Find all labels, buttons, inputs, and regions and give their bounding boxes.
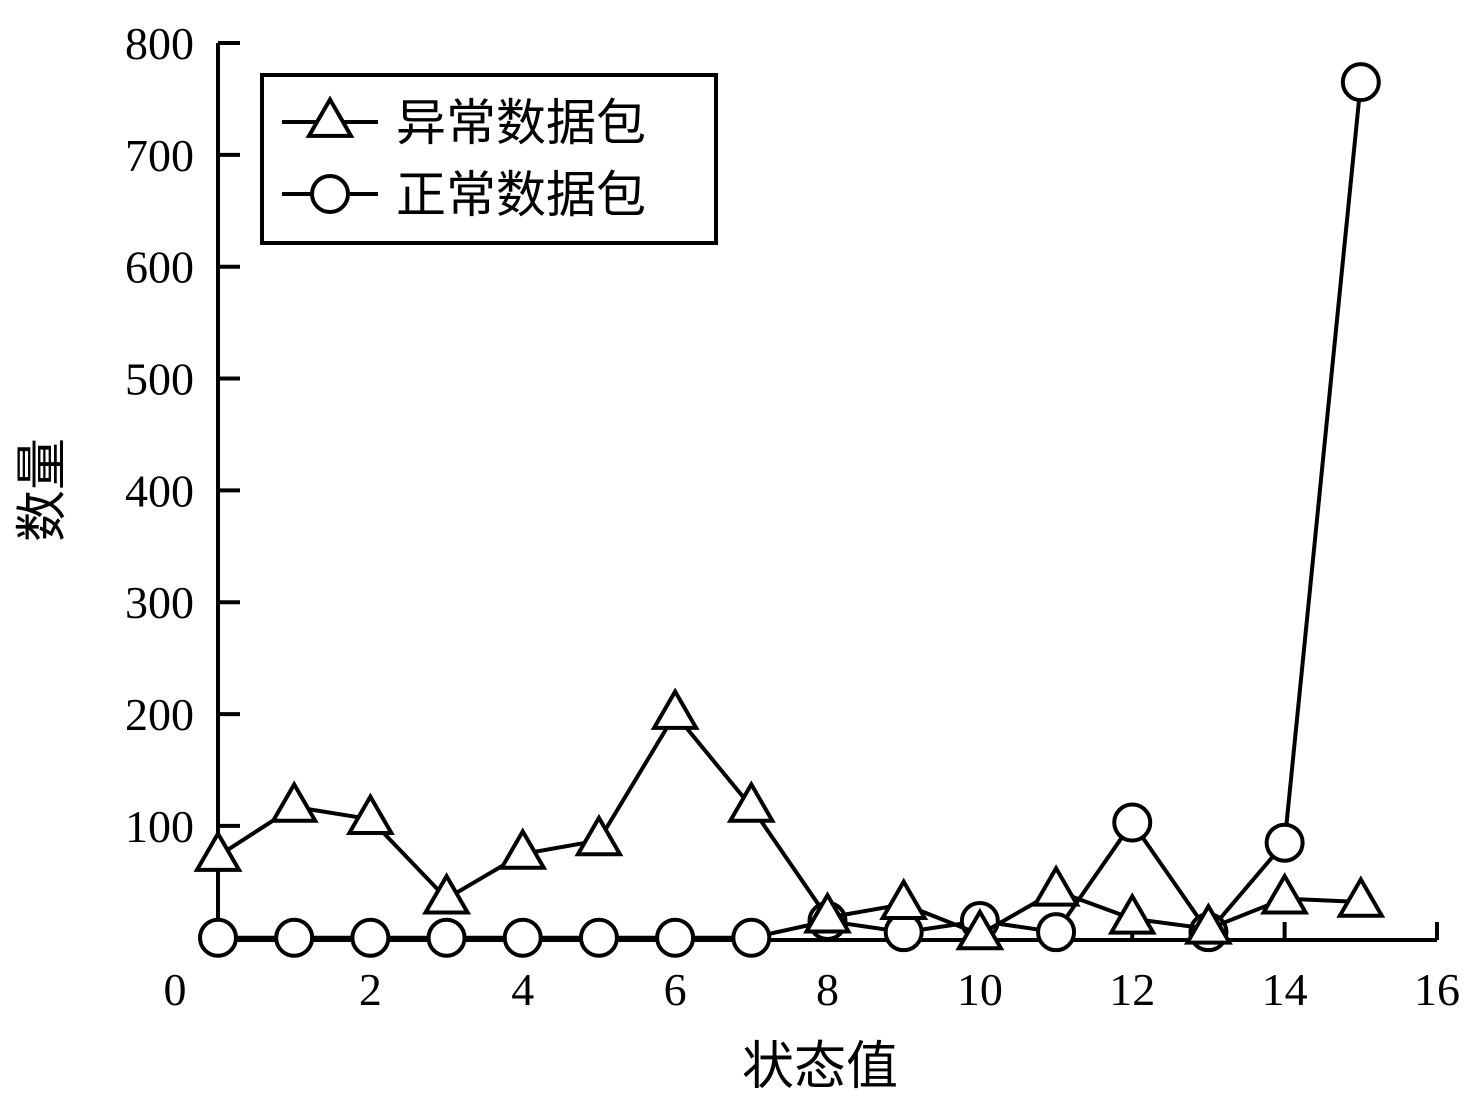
x-axis-title: 状态值	[742, 1037, 898, 1097]
x-tick-label: 10	[957, 964, 1003, 1015]
series-line	[216, 710, 1361, 937]
x-tick-label: 4	[511, 964, 534, 1015]
data-point	[1264, 822, 1305, 863]
data-point	[350, 917, 391, 958]
series-layer	[193, 62, 1386, 958]
x-tick-label: 6	[664, 964, 687, 1015]
y-axis-title: 数量	[13, 438, 73, 542]
x-tick-label: 2	[359, 964, 382, 1015]
legend-label: 正常数据包	[396, 166, 646, 224]
series-line	[218, 81, 1363, 940]
y-tick-label: 400	[125, 465, 194, 516]
legend-label: 异常数据包	[396, 94, 646, 152]
x-tick-label: 8	[816, 964, 839, 1015]
data-point	[1336, 875, 1386, 918]
legend-marker	[310, 174, 350, 214]
data-point	[731, 917, 772, 958]
data-point	[578, 917, 619, 958]
data-point	[1112, 802, 1153, 843]
y-tick-label: 800	[125, 18, 194, 69]
y-tick-label: 500	[125, 354, 194, 405]
x-tick-label: 16	[1414, 964, 1460, 1015]
data-point	[879, 877, 929, 921]
legend-box	[260, 73, 718, 245]
data-point	[274, 917, 315, 958]
data-point	[1107, 892, 1157, 935]
data-point	[655, 917, 696, 958]
x-tick-label: 12	[1109, 964, 1155, 1015]
data-point	[1031, 864, 1081, 907]
legend-marker	[305, 95, 355, 138]
x-tick-label: 0	[164, 964, 187, 1015]
data-point	[198, 917, 238, 958]
data-point	[502, 917, 543, 958]
y-tick-label: 300	[125, 577, 194, 628]
data-point	[726, 780, 776, 823]
y-tick-label: 700	[125, 130, 194, 181]
x-tick-label: 14	[1262, 964, 1308, 1015]
y-tick-label: 100	[125, 801, 194, 852]
data-point	[955, 907, 1005, 951]
y-tick-label: 200	[125, 689, 194, 740]
data-point	[650, 687, 700, 730]
data-point	[345, 792, 395, 836]
y-tick-label: 600	[125, 242, 194, 293]
data-point	[498, 827, 548, 870]
data-point	[269, 780, 319, 823]
data-point	[422, 872, 472, 915]
data-point	[574, 813, 624, 857]
series-0	[193, 687, 1386, 951]
ticks: 0 2 4 6 8 10 12 14 16 100 200 300 400 500 600 700 800	[125, 18, 1460, 1015]
data-point	[1340, 62, 1381, 103]
data-point	[426, 917, 467, 958]
data-point	[1036, 912, 1077, 953]
data-point	[803, 891, 852, 934]
data-point	[1183, 902, 1233, 945]
data-point	[193, 829, 243, 872]
data-point	[1260, 872, 1310, 915]
